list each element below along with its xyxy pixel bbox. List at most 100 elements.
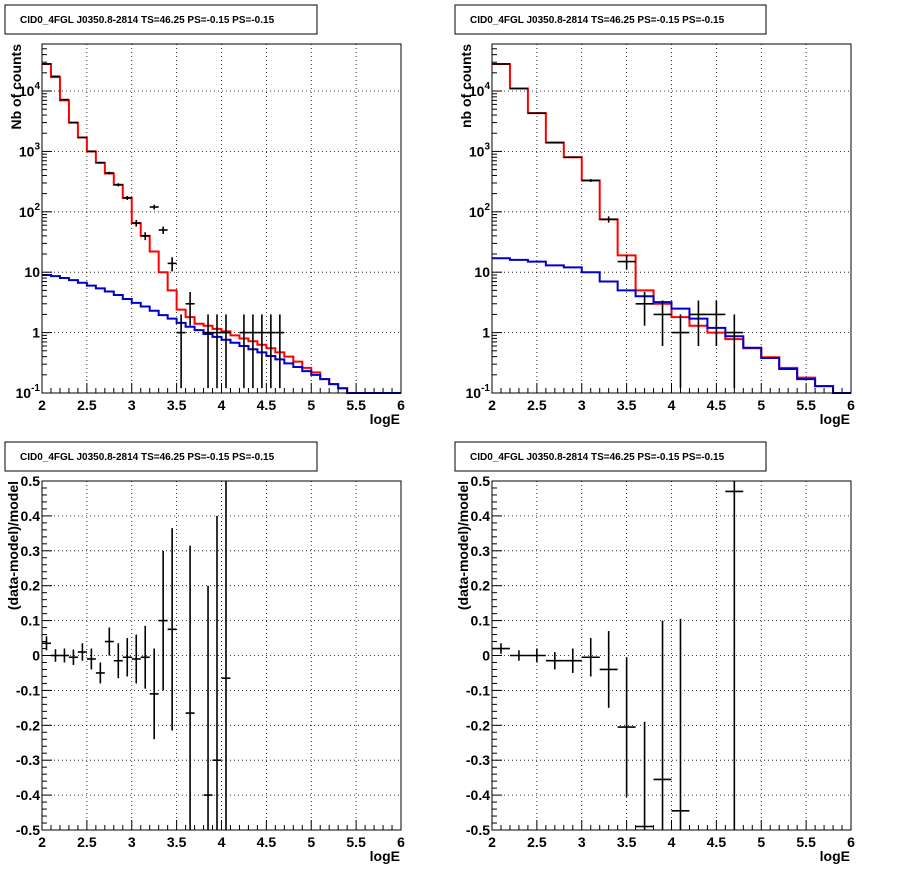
y-tick-label: -0.4 — [466, 787, 490, 803]
plot-content — [492, 481, 744, 830]
x-tick-label: 5 — [307, 834, 315, 850]
x-tick-label: 3.5 — [617, 397, 637, 413]
y-tick-label: -0.2 — [466, 717, 490, 733]
x-tick-label: 2.5 — [527, 397, 547, 413]
x-axis-title: logE — [370, 848, 400, 864]
x-tick-label: 4.5 — [257, 397, 277, 413]
x-tick-label: 4.5 — [707, 397, 727, 413]
y-tick-label: 104 — [469, 81, 491, 99]
panel-bottom-right: CID0_4FGL J0350.8-2814 TS=46.25 PS=-0.15… — [454, 441, 855, 864]
x-tick-label: 5 — [757, 397, 765, 413]
x-tick-label: 2 — [38, 397, 46, 413]
x-tick-label: 4.5 — [257, 834, 277, 850]
y-tick-label: -0.5 — [16, 822, 40, 838]
x-axis-ticks: 2 2.5 3 3.5 4 4.5 5 5.5 6 — [38, 383, 405, 413]
y-axis-ticks: -0.5 -0.4 -0.3 -0.2 -0.1 0 0.1 0.2 0.3 0.4 0.5 — [16, 473, 52, 838]
x-tick-label: 5.5 — [346, 397, 366, 413]
plot-content — [42, 481, 231, 830]
x-tick-label: 4 — [668, 834, 676, 850]
y-axis-title: nb of counts — [458, 44, 474, 128]
x-tick-label: 3 — [578, 834, 586, 850]
y-tick-label: 103 — [469, 141, 491, 159]
x-tick-label: 3 — [128, 397, 136, 413]
x-tick-label: 2.5 — [77, 834, 97, 850]
x-tick-label: 6 — [397, 397, 405, 413]
plot-content — [492, 62, 851, 394]
y-tick-label: 0.5 — [21, 473, 41, 489]
y-tick-label: 10 — [474, 264, 490, 280]
model-source-line — [42, 273, 401, 394]
model-source-line — [492, 257, 851, 394]
x-tick-label: 3.5 — [617, 834, 637, 850]
title-box — [454, 4, 767, 35]
x-tick-label: 5.5 — [346, 834, 366, 850]
y-axis-title: (data-model)/model — [5, 481, 21, 610]
x-tick-label: 2.5 — [527, 834, 547, 850]
y-tick-label: -0.2 — [16, 717, 40, 733]
plot-content — [42, 62, 401, 394]
y-tick-label: 0.3 — [21, 543, 41, 559]
x-tick-label: 6 — [847, 397, 855, 413]
x-tick-label: 5 — [757, 834, 765, 850]
x-tick-label: 3 — [128, 834, 136, 850]
panel-top-right: CID0_4FGL J0350.8-2814 TS=46.25 PS=-0.15… — [454, 4, 855, 427]
x-tick-label: 5 — [307, 397, 315, 413]
x-axis-title: logE — [820, 848, 850, 864]
x-tick-label: 2 — [38, 834, 46, 850]
y-tick-label: 0.4 — [21, 508, 41, 524]
x-tick-label: 4.5 — [707, 834, 727, 850]
x-axis-title: logE — [370, 411, 400, 427]
y-tick-label: 104 — [19, 81, 41, 99]
x-axis-title: logE — [820, 411, 850, 427]
title-box — [454, 441, 767, 472]
y-tick-label: 10-1 — [16, 383, 41, 401]
chart-title: CID0_4FGL J0350.8-2814 TS=46.25 PS=-0.15… — [20, 15, 275, 26]
y-axis-ticks: -0.5 -0.4 -0.3 -0.2 -0.1 0 0.1 0.2 0.3 0.4 0.5 — [466, 473, 502, 838]
y-tick-label: -0.3 — [16, 752, 40, 768]
y-tick-label: -0.4 — [16, 787, 40, 803]
y-tick-label: -0.5 — [466, 822, 490, 838]
x-tick-label: 5.5 — [796, 397, 816, 413]
y-tick-label: 0 — [32, 648, 40, 664]
y-tick-label: 0.1 — [471, 613, 491, 629]
y-tick-label: 0.5 — [471, 473, 491, 489]
y-tick-label: 102 — [469, 202, 491, 220]
x-tick-label: 3.5 — [167, 397, 187, 413]
y-tick-label: 102 — [19, 202, 41, 220]
y-axis-ticks: 10-1 1 10 102 103 104 — [16, 43, 52, 401]
y-tick-label: 0.3 — [471, 543, 491, 559]
x-tick-label: 3.5 — [167, 834, 187, 850]
x-tick-label: 2 — [488, 397, 496, 413]
y-tick-label: 1 — [482, 325, 490, 341]
x-tick-label: 2.5 — [77, 397, 97, 413]
title-box — [4, 4, 318, 35]
y-axis-title: (data-model)/model — [455, 481, 471, 610]
y-axis-ticks: 10-1 1 10 102 103 104 — [466, 43, 502, 401]
y-tick-label: 10 — [24, 264, 40, 280]
y-tick-label: -0.1 — [16, 682, 40, 698]
y-tick-label: 103 — [19, 141, 41, 159]
x-tick-label: 2 — [488, 834, 496, 850]
x-axis-ticks: 2 2.5 3 3.5 4 4.5 5 5.5 6 — [38, 820, 405, 850]
y-tick-label: 0.2 — [471, 578, 491, 594]
chart-title: CID0_4FGL J0350.8-2814 TS=46.25 PS=-0.15… — [470, 452, 725, 463]
chart-title: CID0_4FGL J0350.8-2814 TS=46.25 PS=-0.15… — [470, 15, 725, 26]
y-tick-label: 10-1 — [466, 383, 491, 401]
title-box — [4, 441, 318, 472]
y-tick-label: 0.2 — [21, 578, 41, 594]
x-tick-label: 3 — [578, 397, 586, 413]
y-tick-label: 1 — [32, 325, 40, 341]
y-tick-label: 0.4 — [471, 508, 491, 524]
y-tick-label: 0 — [482, 648, 490, 664]
x-axis-ticks: 2 2.5 3 3.5 4 4.5 5 5.5 6 — [488, 820, 855, 850]
x-tick-label: 5.5 — [796, 834, 816, 850]
x-tick-label: 4 — [218, 397, 226, 413]
panel-bottom-left: CID0_4FGL J0350.8-2814 TS=46.25 PS=-0.15… — [4, 441, 405, 864]
y-tick-label: -0.3 — [466, 752, 490, 768]
x-tick-label: 6 — [847, 834, 855, 850]
x-tick-label: 4 — [218, 834, 226, 850]
panel-top-left: CID0_4FGL J0350.8-2814 TS=46.25 PS=-0.15… — [4, 4, 405, 427]
x-tick-label: 6 — [397, 834, 405, 850]
chart-title: CID0_4FGL J0350.8-2814 TS=46.25 PS=-0.15… — [20, 452, 275, 463]
